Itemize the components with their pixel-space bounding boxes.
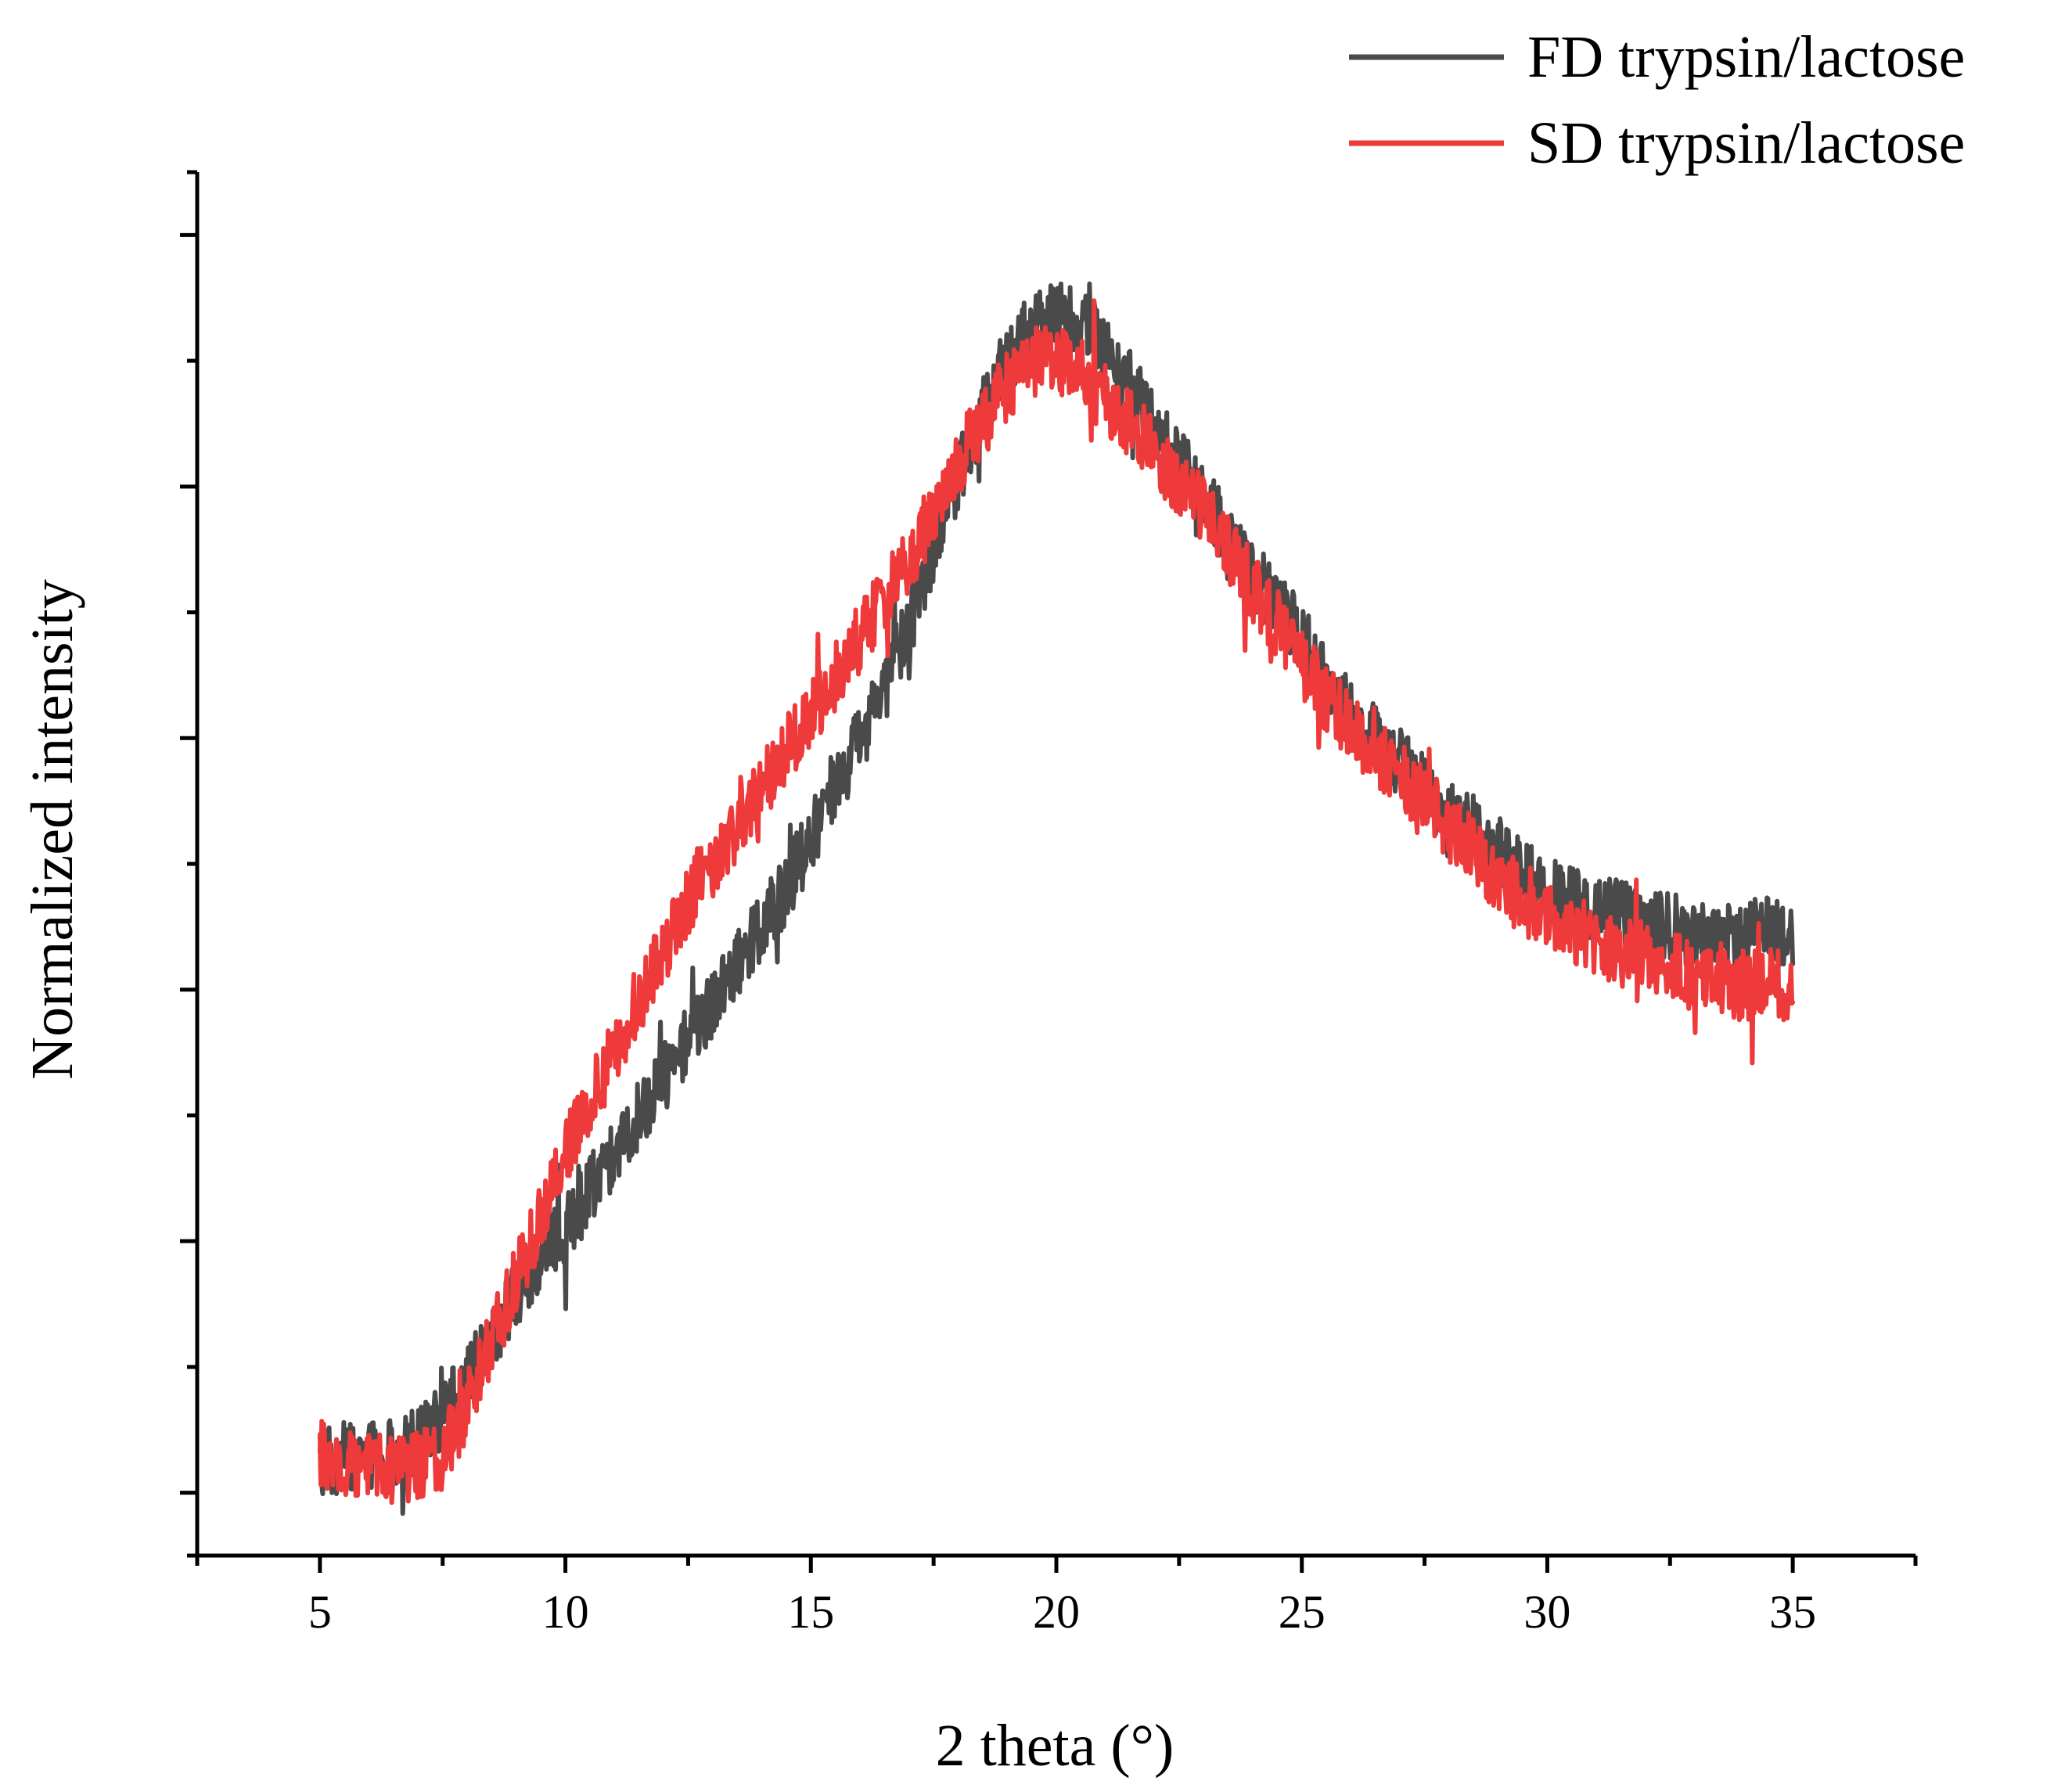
legend: FD trypsin/lactose SD trypsin/lactose <box>1349 24 1965 176</box>
x-tick-label: 15 <box>787 1586 834 1638</box>
plot-area <box>317 281 1796 1516</box>
y-axis <box>180 170 200 1558</box>
x-tick-label: 35 <box>1769 1586 1816 1638</box>
x-tick-label: 25 <box>1279 1586 1326 1638</box>
x-axis-title: 2 theta (°) <box>936 1713 1174 1779</box>
legend-label-fd: FD trypsin/lactose <box>1527 24 1965 90</box>
x-tick-label: 30 <box>1523 1586 1570 1638</box>
legend-item-sd: SD trypsin/lactose <box>1349 110 1965 176</box>
series-line-sd <box>317 298 1796 1506</box>
x-tick-label: 20 <box>1033 1586 1080 1638</box>
series-line-fd <box>317 281 1796 1516</box>
x-tick-label: 5 <box>308 1586 332 1638</box>
x-tick-label: 10 <box>542 1586 589 1638</box>
x-axis: 5 10 15 20 25 30 35 <box>195 1553 1918 1638</box>
legend-item-fd: FD trypsin/lactose <box>1349 24 1965 90</box>
legend-label-sd: SD trypsin/lactose <box>1527 110 1965 176</box>
y-axis-title: Normalized intensity <box>20 579 85 1080</box>
